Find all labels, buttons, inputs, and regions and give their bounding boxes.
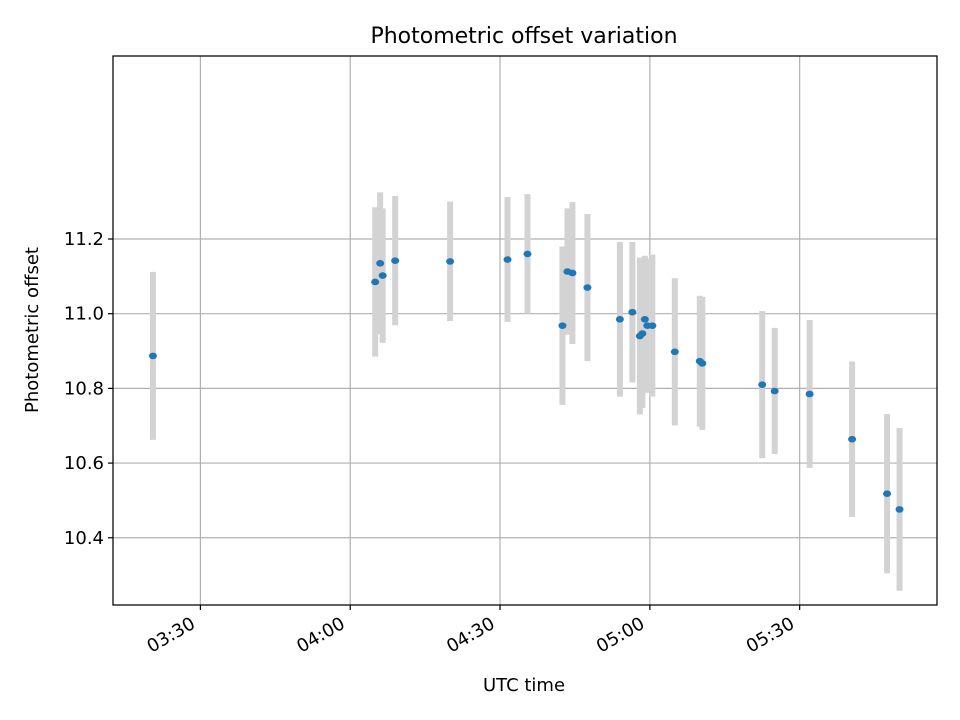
plot-area-frame [112,55,938,606]
data-point [638,330,647,337]
data-point [883,490,892,498]
data-point [628,308,637,316]
y-tick-label: 10.8 [64,378,104,399]
data-point [583,284,592,291]
data-point [895,506,904,513]
data-point [848,435,857,443]
data-point [648,322,657,329]
data-point [558,322,567,329]
data-point [148,352,157,360]
data-point [523,250,532,258]
y-tick-label: 11.2 [64,229,104,250]
y-axis-label: Photometric offset [22,247,43,413]
data-point [670,348,679,356]
data-point [758,381,767,388]
data-point [615,315,624,323]
x-axis-label: UTC time [483,675,565,696]
data-point [378,272,387,279]
data-point [391,257,400,264]
y-tick-label: 11.0 [64,304,104,325]
data-point [371,278,380,286]
data-point [770,387,779,395]
data-point [503,256,512,263]
data-point [640,315,649,323]
data-point [376,259,385,267]
data-point [698,360,707,367]
data-point [805,390,814,398]
data-point [568,269,577,277]
data-point [446,258,455,265]
y-tick-label: 10.6 [64,453,104,474]
data-points [148,250,904,513]
y-tick-label: 10.4 [64,528,104,549]
chart-title: Photometric offset variation [370,24,677,49]
